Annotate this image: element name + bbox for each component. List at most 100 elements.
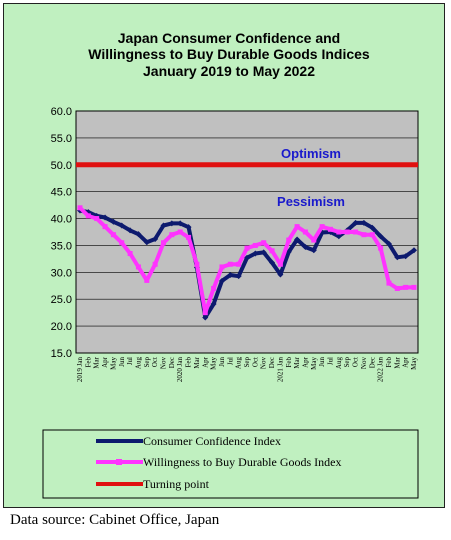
x-tick-label: Aug bbox=[134, 357, 142, 370]
point-durable-goods bbox=[261, 240, 267, 246]
point-durable-goods bbox=[85, 213, 91, 219]
point-durable-goods bbox=[319, 224, 325, 230]
x-tick-label: Feb bbox=[185, 357, 193, 368]
x-tick-label: Mar bbox=[393, 356, 401, 368]
point-durable-goods bbox=[110, 232, 116, 238]
data-source-note: Data source: Cabinet Office, Japan bbox=[10, 512, 220, 528]
legend-label-confidence: Consumer Confidence Index bbox=[143, 434, 281, 448]
point-durable-goods bbox=[161, 240, 166, 246]
y-tick-label: 45.0 bbox=[51, 187, 72, 199]
point-durable-goods bbox=[252, 242, 258, 248]
point-durable-goods bbox=[353, 229, 359, 235]
point-consumer-confidence bbox=[135, 231, 142, 238]
x-tick-label: May bbox=[210, 357, 218, 370]
point-durable-goods bbox=[152, 261, 158, 267]
point-consumer-confidence bbox=[377, 233, 384, 240]
point-durable-goods bbox=[336, 229, 342, 235]
point-consumer-confidence bbox=[385, 240, 392, 247]
x-tick-label: Jul bbox=[327, 357, 335, 365]
x-tick-label: 2019 Jan bbox=[76, 357, 84, 383]
x-tick-label: Jun bbox=[318, 357, 326, 367]
point-durable-goods bbox=[286, 237, 292, 243]
point-consumer-confidence bbox=[227, 272, 234, 279]
x-tick-label: Aug bbox=[235, 357, 243, 370]
point-durable-goods bbox=[202, 310, 208, 316]
point-durable-goods bbox=[411, 284, 417, 290]
point-durable-goods bbox=[219, 264, 225, 270]
x-tick-label: Oct bbox=[151, 357, 159, 367]
point-durable-goods bbox=[186, 234, 192, 240]
point-consumer-confidence bbox=[260, 249, 267, 256]
point-durable-goods bbox=[169, 232, 175, 238]
x-tick-label: Jul bbox=[226, 357, 234, 365]
point-durable-goods bbox=[369, 232, 375, 238]
annotation-optimism: Optimism bbox=[281, 146, 341, 161]
point-durable-goods bbox=[77, 205, 83, 211]
x-tick-label: May bbox=[109, 357, 117, 370]
series-group bbox=[76, 162, 418, 321]
x-tick-label: May bbox=[310, 357, 318, 370]
point-durable-goods bbox=[403, 284, 409, 290]
point-durable-goods bbox=[386, 280, 392, 286]
x-tick-label: 2020 Jan bbox=[176, 357, 184, 383]
point-durable-goods bbox=[361, 232, 367, 238]
point-durable-goods bbox=[211, 285, 217, 291]
point-consumer-confidence bbox=[294, 236, 301, 243]
point-consumer-confidence bbox=[127, 227, 134, 234]
x-tick-label: Apr bbox=[402, 356, 410, 368]
x-tick-label: 2022 Jan bbox=[377, 357, 385, 383]
point-consumer-confidence bbox=[102, 214, 109, 221]
point-durable-goods bbox=[119, 240, 125, 246]
point-durable-goods bbox=[102, 224, 108, 230]
x-tick-label: Dec bbox=[368, 357, 376, 368]
title-line-3: January 2019 to May 2022 bbox=[143, 63, 315, 79]
point-consumer-confidence bbox=[277, 271, 284, 278]
x-tick-label: Oct bbox=[352, 357, 360, 367]
point-durable-goods bbox=[344, 229, 350, 235]
x-tick-label: Mar bbox=[93, 356, 101, 368]
point-consumer-confidence bbox=[269, 259, 276, 266]
chart-title: Japan Consumer Confidence and Willingnes… bbox=[88, 30, 370, 79]
x-tick-label: Mar bbox=[293, 356, 301, 368]
x-tick-label: Mar bbox=[193, 356, 201, 368]
y-tick-label: 25.0 bbox=[51, 294, 72, 306]
point-consumer-confidence bbox=[168, 220, 175, 227]
point-consumer-confidence bbox=[302, 244, 309, 251]
x-tick-label: Feb bbox=[84, 357, 92, 368]
y-tick-label: 60.0 bbox=[51, 106, 72, 118]
point-consumer-confidence bbox=[202, 314, 209, 321]
point-consumer-confidence bbox=[160, 222, 167, 229]
point-consumer-confidence bbox=[411, 247, 417, 254]
point-consumer-confidence bbox=[235, 273, 242, 280]
legend-label-turning: Turning point bbox=[143, 477, 210, 491]
point-consumer-confidence bbox=[394, 254, 401, 261]
point-consumer-confidence bbox=[218, 277, 225, 284]
x-tick-label: Aug bbox=[335, 357, 343, 370]
point-durable-goods bbox=[378, 245, 384, 251]
line-chart: Japan Consumer Confidence and Willingnes… bbox=[42, 30, 419, 499]
x-tick-label: Feb bbox=[385, 357, 393, 368]
point-durable-goods bbox=[227, 261, 233, 267]
point-consumer-confidence bbox=[118, 222, 125, 229]
x-tick-label: Nov bbox=[160, 357, 168, 370]
x-tick-label: Dec bbox=[168, 357, 176, 368]
x-tick-label: Nov bbox=[360, 357, 368, 370]
x-tick-label: Sep bbox=[243, 357, 251, 368]
legend: Consumer Confidence Index Willingness to… bbox=[42, 429, 419, 499]
point-consumer-confidence bbox=[360, 219, 367, 226]
x-tick-label: Feb bbox=[285, 357, 293, 368]
y-tick-label: 50.0 bbox=[51, 160, 72, 172]
plot-area bbox=[75, 110, 419, 354]
x-tick-label: Apr bbox=[301, 356, 309, 368]
point-durable-goods bbox=[269, 248, 275, 254]
annotation-pessimism: Pessimism bbox=[277, 194, 345, 209]
x-tick-label: Apr bbox=[201, 356, 209, 368]
point-consumer-confidence bbox=[402, 253, 409, 260]
point-durable-goods bbox=[177, 229, 183, 235]
x-tick-label: Apr bbox=[101, 356, 109, 368]
point-consumer-confidence bbox=[335, 233, 342, 240]
y-tick-label: 30.0 bbox=[51, 267, 72, 279]
point-durable-goods bbox=[302, 229, 308, 235]
point-durable-goods bbox=[135, 264, 141, 270]
point-durable-goods bbox=[94, 216, 100, 222]
